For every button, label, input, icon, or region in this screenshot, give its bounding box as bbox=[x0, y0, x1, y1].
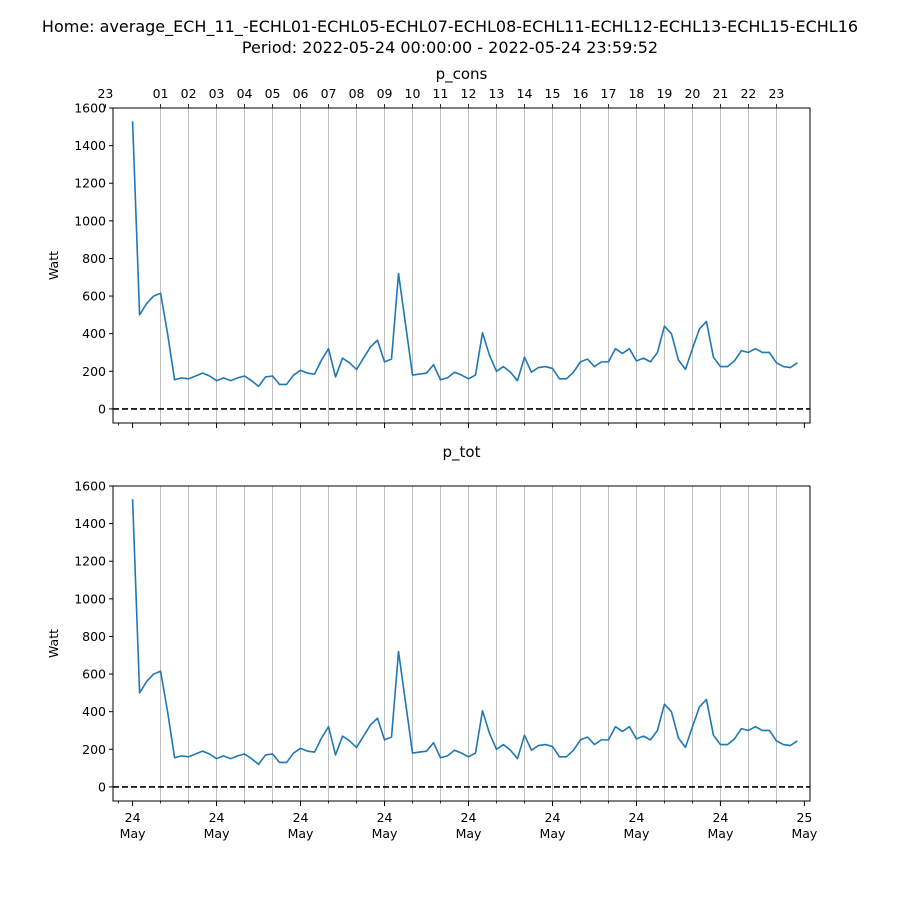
p-cons-panel: 0 200 400 600 800 1000 1200 1400 1600 Watt p_cons 2… bbox=[46, 65, 811, 428]
p-tot-ytick-label-200: 200 bbox=[82, 742, 106, 757]
p-cons-ytick-label-1400: 1400 bbox=[74, 138, 106, 153]
p-cons-ytick-label-600: 600 bbox=[82, 289, 106, 304]
p-cons-top-hour-label-18: 18 bbox=[628, 86, 644, 101]
p-cons-top-hour-label-4: 04 bbox=[237, 86, 253, 101]
p-tot-series-line bbox=[131, 499, 798, 766]
p-tot-date-label-month-6: May bbox=[624, 826, 650, 841]
p-cons-top-hour-label-3: 03 bbox=[209, 86, 225, 101]
figure-title-line1: Home: average_ECH_11_-ECHL01-ECHL05-ECHL… bbox=[42, 17, 858, 37]
p-tot-date-label-month-0: May bbox=[120, 826, 146, 841]
p-cons-top-hour-label-5: 05 bbox=[265, 86, 281, 101]
p-cons-top-hour-label-12: 12 bbox=[461, 86, 477, 101]
p-cons-top-hour-label-2: 02 bbox=[181, 86, 197, 101]
p-tot-ytick-label-1000: 1000 bbox=[74, 591, 106, 606]
p-tot-date-label-day-4: 24 bbox=[461, 810, 477, 825]
p-cons-ytick-label-1200: 1200 bbox=[74, 176, 106, 191]
p-tot-title: p_tot bbox=[443, 443, 481, 462]
p-tot-axes-frame bbox=[112, 485, 811, 802]
p-cons-top-hour-label-0: 23 bbox=[97, 86, 113, 101]
p-cons-top-hour-label-10: 10 bbox=[405, 86, 421, 101]
p-cons-top-hour-label-7: 07 bbox=[321, 86, 337, 101]
p-cons-ytick-label-1000: 1000 bbox=[74, 213, 106, 228]
p-cons-top-hour-label-21: 21 bbox=[712, 86, 728, 101]
p-tot-ytick-label-1200: 1200 bbox=[74, 554, 106, 569]
p-tot-date-label-month-5: May bbox=[540, 826, 566, 841]
p-cons-top-hour-label-11: 11 bbox=[433, 86, 449, 101]
p-tot-ytick-label-1400: 1400 bbox=[74, 516, 106, 531]
figure-title-line2: Period: 2022-05-24 00:00:00 - 2022-05-24… bbox=[242, 38, 658, 57]
p-cons-series-line bbox=[131, 121, 798, 388]
p-cons-title: p_cons bbox=[436, 65, 488, 84]
p-tot-date-label-day-2: 24 bbox=[293, 810, 309, 825]
p-tot-date-label-month-8: May bbox=[791, 826, 817, 841]
p-tot-ytick-label-0: 0 bbox=[98, 779, 106, 794]
p-cons-axes-frame bbox=[112, 107, 811, 424]
p-cons-top-hour-label-22: 22 bbox=[740, 86, 756, 101]
p-tot-date-label-month-3: May bbox=[372, 826, 398, 841]
p-tot-date-label-day-0: 24 bbox=[125, 810, 141, 825]
p-tot-date-label-day-6: 24 bbox=[628, 810, 644, 825]
p-tot-date-label-day-3: 24 bbox=[377, 810, 393, 825]
p-cons-top-hour-label-17: 17 bbox=[601, 86, 617, 101]
p-cons-top-hour-label-23: 23 bbox=[768, 86, 784, 101]
p-tot-ytick-label-1600: 1600 bbox=[74, 479, 106, 494]
p-cons-ytick-label-800: 800 bbox=[82, 251, 106, 266]
p-cons-ytick-label-1600: 1600 bbox=[74, 101, 106, 116]
p-cons-top-hour-label-8: 08 bbox=[349, 86, 365, 101]
p-tot-ytick-label-400: 400 bbox=[82, 704, 106, 719]
p-cons-top-hour-label-13: 13 bbox=[489, 86, 505, 101]
p-tot-date-label-day-7: 24 bbox=[712, 810, 728, 825]
p-cons-ylabel: Watt bbox=[46, 251, 61, 280]
p-tot-panel: 0 200 400 600 800 1000 1200 1400 1600 Watt p_tot 24… bbox=[46, 443, 818, 841]
p-tot-date-label-month-7: May bbox=[708, 826, 734, 841]
p-cons-top-hour-label-19: 19 bbox=[656, 86, 672, 101]
p-cons-top-hour-label-16: 16 bbox=[573, 86, 589, 101]
p-cons-ytick-label-200: 200 bbox=[82, 364, 106, 379]
p-cons-top-hour-label-1: 01 bbox=[153, 86, 169, 101]
p-cons-ytick-label-400: 400 bbox=[82, 326, 106, 341]
p-cons-top-hour-label-6: 06 bbox=[293, 86, 309, 101]
p-cons-top-hour-label-14: 14 bbox=[517, 86, 533, 101]
p-tot-ytick-label-600: 600 bbox=[82, 667, 106, 682]
p-tot-date-label-day-1: 24 bbox=[209, 810, 225, 825]
p-tot-ytick-label-800: 800 bbox=[82, 629, 106, 644]
p-cons-top-hour-label-15: 15 bbox=[545, 86, 561, 101]
p-tot-date-label-day-8: 25 bbox=[796, 810, 812, 825]
p-tot-date-label-month-4: May bbox=[456, 826, 482, 841]
p-tot-date-label-month-1: May bbox=[204, 826, 230, 841]
p-cons-ytick-label-0: 0 bbox=[98, 401, 106, 416]
p-cons-top-hour-label-9: 09 bbox=[377, 86, 393, 101]
p-tot-date-label-day-5: 24 bbox=[545, 810, 561, 825]
p-tot-date-label-month-2: May bbox=[288, 826, 314, 841]
p-cons-top-hour-label-20: 20 bbox=[684, 86, 700, 101]
p-tot-ylabel: Watt bbox=[46, 629, 61, 658]
